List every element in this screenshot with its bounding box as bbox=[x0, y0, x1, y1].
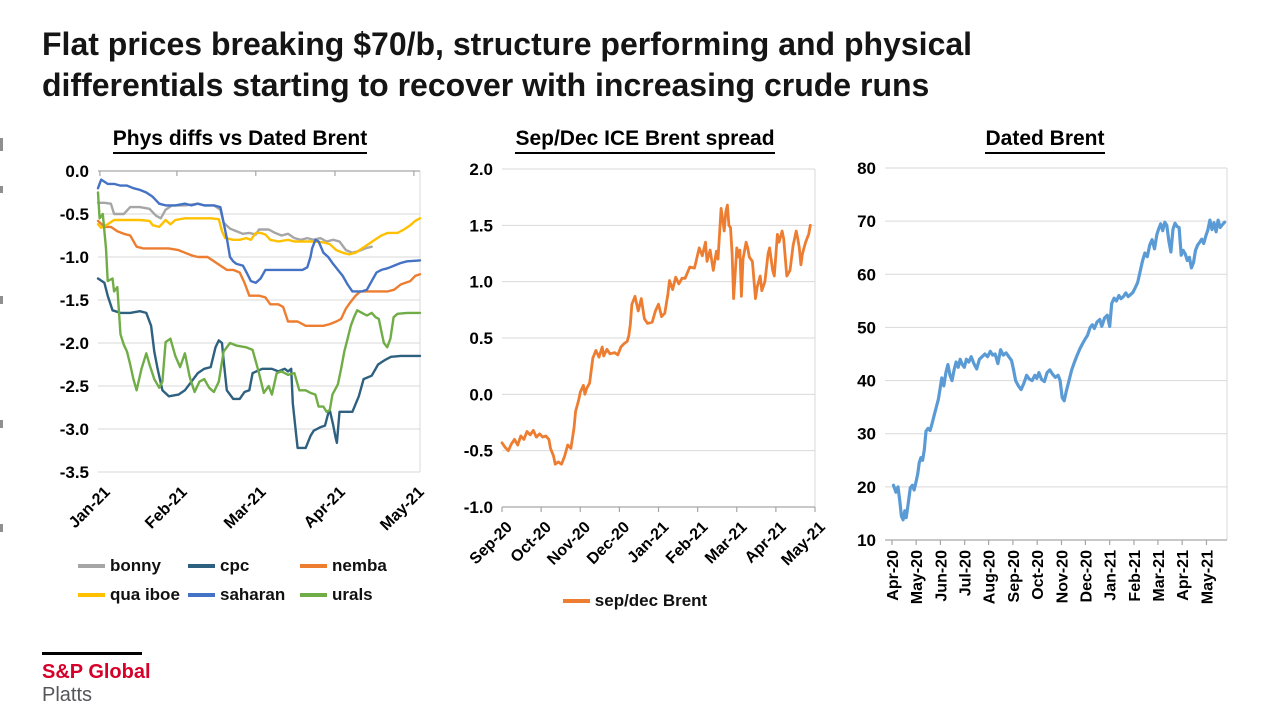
x-tick-label: Dec-20 bbox=[1078, 550, 1095, 603]
legend-label: nemba bbox=[332, 556, 387, 575]
series-bonny bbox=[96, 201, 373, 254]
legend-swatch bbox=[78, 564, 105, 568]
legend-swatch bbox=[188, 593, 215, 597]
sp-global-platts-logo: S&P Global Platts bbox=[42, 652, 151, 707]
chart-phys-diffs: 0.0 -0.5 -1.0 -1.5 -2.0 -2.5 -3.0 -3.5 Jan-21 Feb… bbox=[60, 162, 428, 534]
legend-item-qua-iboe: qua iboe bbox=[78, 585, 188, 605]
legend-item-cpc: cpc bbox=[188, 556, 300, 576]
logo-division: Platts bbox=[42, 684, 93, 706]
x-tick-label: Dec-20 bbox=[584, 519, 633, 568]
x-tick-label: Apr-21 bbox=[1175, 550, 1192, 601]
edge-artifact bbox=[0, 420, 3, 428]
y-tick-label: -1.5 bbox=[60, 291, 89, 310]
x-tick-label: Apr-21 bbox=[301, 484, 349, 532]
slide-title-line1: Flat prices breaking $70/b, structure pe… bbox=[42, 26, 973, 62]
y-tick-label: -0.5 bbox=[60, 205, 89, 224]
x-tick-label: Aug-20 bbox=[982, 550, 999, 604]
legend-item-sep-dec-brent: sep/dec Brent bbox=[562, 591, 708, 611]
y-tick-label: 50 bbox=[857, 318, 876, 337]
legend-item-bonny: bonny bbox=[78, 556, 188, 576]
series-saharan bbox=[96, 178, 422, 293]
y-tick-label: 20 bbox=[857, 478, 876, 497]
legend-swatch bbox=[188, 564, 215, 568]
legend-swatch bbox=[300, 564, 327, 568]
slide-title-line2: differentials starting to recover with i… bbox=[42, 67, 930, 103]
legend-phys-diffs: bonny cpc nemba qua iboe saharan urals bbox=[78, 556, 408, 605]
chart-sep-dec-spread: 2.01.51.00.50.0-0.5-1.0Sep-20Oct-20Nov-2… bbox=[464, 160, 829, 569]
x-tick-label: Nov-20 bbox=[1054, 550, 1071, 603]
series-sep-dec-brent bbox=[500, 203, 812, 466]
x-tick-label: Oct-20 bbox=[1030, 550, 1047, 600]
legend-label: cpc bbox=[220, 556, 250, 575]
x-tick-label: Sep-20 bbox=[1006, 550, 1023, 603]
x-tick-label: Jan-21 bbox=[1103, 550, 1120, 601]
x-tick-label: Apr-20 bbox=[885, 550, 902, 601]
y-tick-label: -1.0 bbox=[60, 248, 89, 267]
series-cpc bbox=[96, 277, 422, 450]
y-tick-label: 80 bbox=[857, 159, 876, 178]
x-tick-label: May-21 bbox=[1199, 550, 1216, 604]
legend-label: bonny bbox=[110, 556, 161, 575]
legend-label: sep/dec Brent bbox=[594, 591, 708, 610]
series-dated-brent bbox=[891, 218, 1227, 522]
series-qua-iboe bbox=[96, 217, 422, 256]
x-tick-label: May-21 bbox=[377, 484, 427, 534]
chart-title-phys-diffs: Phys diffs vs Dated Brent bbox=[95, 127, 385, 154]
slide-title: Flat prices breaking $70/b, structure pe… bbox=[42, 24, 1222, 106]
logo-brand: S&P Global bbox=[42, 661, 151, 683]
y-tick-label: 0.0 bbox=[65, 162, 89, 181]
x-tick-label: Feb-21 bbox=[142, 484, 191, 533]
x-tick-label: Feb-21 bbox=[1127, 550, 1144, 602]
x-tick-label: Jul-20 bbox=[958, 550, 975, 596]
legend-label: saharan bbox=[220, 585, 286, 604]
edge-artifact bbox=[0, 186, 3, 193]
y-tick-label: -2.5 bbox=[60, 377, 89, 396]
legend-label: urals bbox=[332, 585, 373, 604]
y-tick-label: 70 bbox=[857, 212, 876, 231]
x-tick-label: May-20 bbox=[909, 550, 926, 604]
legend-swatch bbox=[300, 593, 327, 597]
legend-sep-dec-spread: sep/dec Brent bbox=[430, 591, 840, 611]
y-tick-label: 0.0 bbox=[469, 385, 493, 404]
legend-swatch bbox=[78, 593, 105, 597]
x-tick-label: Jun-20 bbox=[933, 550, 950, 602]
y-tick-label: 10 bbox=[857, 531, 876, 550]
chart-title-dated-brent: Dated Brent bbox=[935, 127, 1155, 154]
series-nemba bbox=[96, 219, 422, 328]
x-tick-label: Mar-21 bbox=[221, 484, 270, 533]
y-tick-label: -1.0 bbox=[464, 498, 493, 517]
y-tick-label: -3.5 bbox=[60, 463, 89, 482]
x-tick-label: May-21 bbox=[778, 519, 828, 569]
edge-artifact bbox=[0, 524, 3, 532]
legend-item-saharan: saharan bbox=[188, 585, 300, 605]
edge-artifact bbox=[0, 296, 3, 304]
legend-item-urals: urals bbox=[300, 585, 408, 605]
y-tick-label: 1.5 bbox=[469, 216, 493, 235]
series-urals bbox=[96, 191, 422, 413]
y-tick-label: 0.5 bbox=[469, 329, 493, 348]
y-tick-label: 60 bbox=[857, 265, 876, 284]
chart-title-sep-dec-spread: Sep/Dec ICE Brent spread bbox=[495, 127, 795, 154]
x-tick-label: Mar-21 bbox=[1151, 550, 1168, 602]
x-tick-label: Sep-20 bbox=[467, 519, 516, 568]
y-tick-label: -0.5 bbox=[464, 442, 493, 461]
y-tick-label: 1.0 bbox=[469, 273, 493, 292]
legend-label: qua iboe bbox=[110, 585, 180, 604]
x-tick-label: Nov-20 bbox=[544, 519, 594, 569]
legend-swatch bbox=[562, 599, 590, 603]
y-tick-label: -2.0 bbox=[60, 334, 89, 353]
logo-rule bbox=[42, 652, 142, 655]
legend-item-nemba: nemba bbox=[300, 556, 408, 576]
y-tick-label: 40 bbox=[857, 372, 876, 391]
chart-dated-brent: 80 70 60 50 40 30 20 10 Apr-20 May-20 Jun-20 Jul-20… bbox=[857, 159, 1228, 604]
y-tick-label: 2.0 bbox=[469, 160, 493, 179]
x-tick-label: Jan-21 bbox=[624, 519, 672, 567]
x-tick-label: Feb-21 bbox=[663, 519, 712, 568]
edge-artifact bbox=[0, 138, 3, 151]
y-tick-label: 30 bbox=[857, 425, 876, 444]
x-tick-label: Mar-21 bbox=[702, 519, 751, 568]
y-tick-label: -3.0 bbox=[60, 420, 89, 439]
x-tick-label: Jan-21 bbox=[66, 484, 114, 532]
